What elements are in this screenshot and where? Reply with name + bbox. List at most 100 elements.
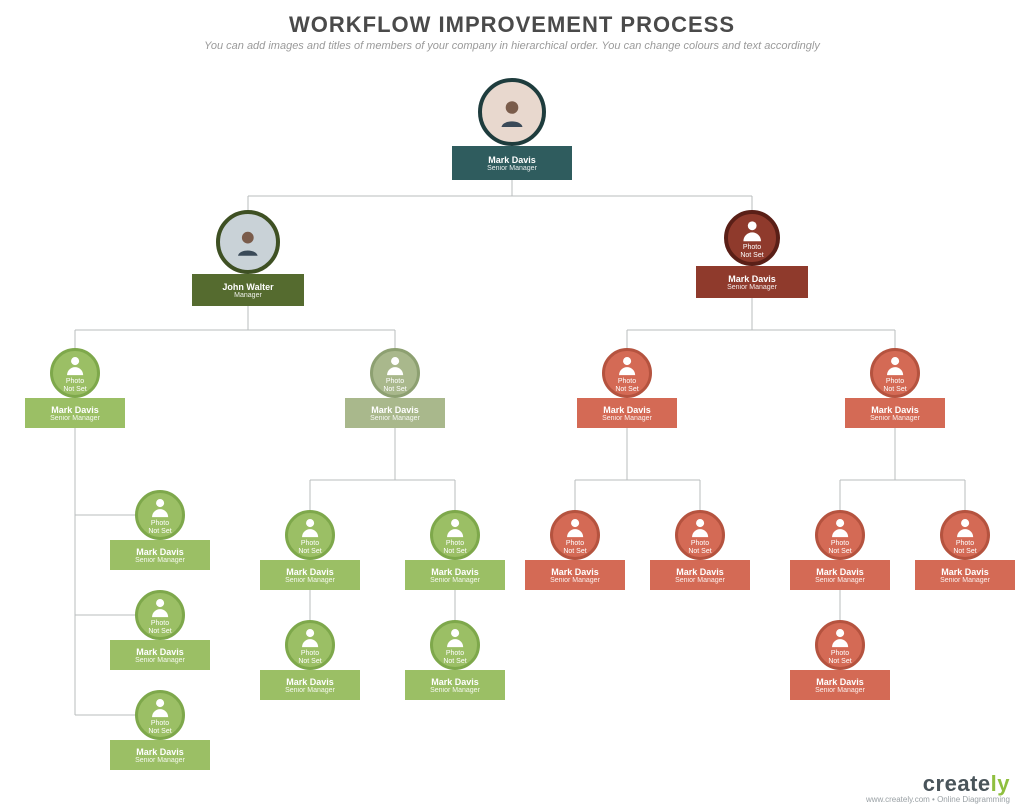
org-node-r2b: PhotoNot SetMark DavisSenior Manager [915, 510, 1015, 590]
avatar-placeholder: PhotoNot Set [550, 510, 600, 560]
person-icon [443, 515, 467, 539]
avatar-placeholder: PhotoNot Set [135, 690, 185, 740]
photo-not-set-label: PhotoNot Set [828, 540, 851, 555]
person-icon [953, 515, 977, 539]
org-node-role: Senior Manager [675, 577, 725, 584]
org-node-g2a1: PhotoNot Set Mark DavisSenior Manager [260, 620, 360, 700]
org-node-g2b1: PhotoNot Set Mark DavisSenior Manager [405, 620, 505, 700]
photo-not-set-label: PhotoNot Set [63, 378, 86, 393]
org-node-label: Mark DavisSenior Manager [915, 560, 1015, 590]
photo-not-set-label: PhotoNot Set [148, 620, 171, 635]
org-node-name: Mark Davis [941, 567, 989, 577]
avatar-photo [216, 210, 280, 274]
org-node-name: Mark Davis [136, 547, 184, 557]
org-node-role: Senior Manager [430, 687, 480, 694]
person-icon [148, 495, 172, 519]
org-node-name: Mark Davis [871, 405, 919, 415]
avatar-placeholder: PhotoNot Set [135, 490, 185, 540]
person-icon [148, 595, 172, 619]
org-node-label: Mark DavisSenior Manager [405, 560, 505, 590]
org-node-name: Mark Davis [286, 677, 334, 687]
org-node-name: Mark Davis [816, 677, 864, 687]
photo-not-set-label: PhotoNot Set [298, 650, 321, 665]
avatar-placeholder: PhotoNot Set [50, 348, 100, 398]
creately-brand: creately www.creately.com • Online Diagr… [866, 771, 1010, 804]
org-node-label: Mark DavisSenior Manager [110, 640, 210, 670]
org-node-label: Mark DavisSenior Manager [405, 670, 505, 700]
avatar-placeholder: PhotoNot Set [430, 510, 480, 560]
org-node-name: Mark Davis [51, 405, 99, 415]
person-icon [494, 94, 530, 130]
org-node-name: Mark Davis [136, 747, 184, 757]
person-icon [688, 515, 712, 539]
org-node-label: John WalterManager [192, 274, 304, 306]
org-node-label: Mark DavisSenior Manager [110, 740, 210, 770]
org-node-role: Senior Manager [50, 415, 100, 422]
photo-not-set-label: PhotoNot Set [688, 540, 711, 555]
person-icon [615, 353, 639, 377]
org-node-label: Mark DavisSenior Manager [650, 560, 750, 590]
org-node-role: Senior Manager [815, 577, 865, 584]
org-node-name: Mark Davis [488, 155, 536, 165]
avatar-placeholder: PhotoNot Set [430, 620, 480, 670]
org-node-name: Mark Davis [136, 647, 184, 657]
org-node-name: Mark Davis [551, 567, 599, 577]
avatar-placeholder: PhotoNot Set [940, 510, 990, 560]
avatar-placeholder: PhotoNot Set [602, 348, 652, 398]
org-node-g2b: PhotoNot SetMark DavisSenior Manager [405, 510, 505, 590]
person-icon [828, 515, 852, 539]
avatar-placeholder: PhotoNot Set [135, 590, 185, 640]
org-node-role: Senior Manager [370, 415, 420, 422]
org-node-g2a: PhotoNot SetMark DavisSenior Manager [260, 510, 360, 590]
org-node-g2: PhotoNot Set Mark DavisSenior Manager [345, 348, 445, 428]
person-icon [883, 353, 907, 377]
org-node-role: Senior Manager [135, 757, 185, 764]
org-node-role: Senior Manager [430, 577, 480, 584]
org-node-g1b: PhotoNot Set Mark DavisSenior Manager [110, 590, 210, 670]
org-node-name: Mark Davis [431, 567, 479, 577]
org-node-label: Mark DavisSenior Manager [345, 398, 445, 428]
org-node-name: John Walter [222, 282, 273, 292]
person-icon [63, 353, 87, 377]
photo-not-set-label: PhotoNot Set [740, 244, 763, 259]
org-node-label: Mark DavisSenior Manager [110, 540, 210, 570]
org-node-g1c: PhotoNot SetMark DavisSenior Manager [110, 690, 210, 770]
org-node-label: Mark DavisSenior Manager [577, 398, 677, 428]
org-node-label: Mark DavisSenior Manager [790, 670, 890, 700]
photo-not-set-label: PhotoNot Set [615, 378, 638, 393]
org-node-role: Senior Manager [135, 557, 185, 564]
org-node-role: Senior Manager [487, 165, 537, 172]
org-node-label: Mark DavisSenior Manager [260, 670, 360, 700]
org-node-l1b: PhotoNot Set Mark DavisSenior Manager [696, 210, 808, 298]
person-icon [383, 353, 407, 377]
org-node-name: Mark Davis [431, 677, 479, 687]
photo-not-set-label: PhotoNot Set [443, 650, 466, 665]
avatar-placeholder: PhotoNot Set [675, 510, 725, 560]
org-node-role: Senior Manager [940, 577, 990, 584]
org-node-role: Senior Manager [285, 687, 335, 694]
photo-not-set-label: PhotoNot Set [383, 378, 406, 393]
avatar-placeholder: PhotoNot Set [370, 348, 420, 398]
creately-logo: creately [866, 771, 1010, 797]
org-node-label: Mark DavisSenior Manager [790, 560, 890, 590]
org-node-r1b: PhotoNot Set Mark DavisSenior Manager [650, 510, 750, 590]
avatar-placeholder: PhotoNot Set [724, 210, 780, 266]
org-node-role: Senior Manager [727, 284, 777, 291]
org-node-r1: PhotoNot Set Mark DavisSenior Manager [577, 348, 677, 428]
org-node-name: Mark Davis [676, 567, 724, 577]
photo-not-set-label: PhotoNot Set [883, 378, 906, 393]
avatar-placeholder: PhotoNot Set [815, 510, 865, 560]
org-node-r1a: PhotoNot SetMark DavisSenior Manager [525, 510, 625, 590]
org-node-label: Mark DavisSenior Manager [25, 398, 125, 428]
org-node-name: Mark Davis [371, 405, 419, 415]
person-icon [828, 625, 852, 649]
org-node-label: Mark DavisSenior Manager [696, 266, 808, 298]
org-node-label: Mark DavisSenior Manager [260, 560, 360, 590]
avatar-photo [478, 78, 546, 146]
org-node-label: Mark DavisSenior Manager [452, 146, 572, 180]
person-icon [231, 225, 265, 259]
org-node-role: Senior Manager [870, 415, 920, 422]
org-node-r2a: PhotoNot Set Mark DavisSenior Manager [790, 510, 890, 590]
org-node-role: Senior Manager [815, 687, 865, 694]
avatar-placeholder: PhotoNot Set [285, 510, 335, 560]
